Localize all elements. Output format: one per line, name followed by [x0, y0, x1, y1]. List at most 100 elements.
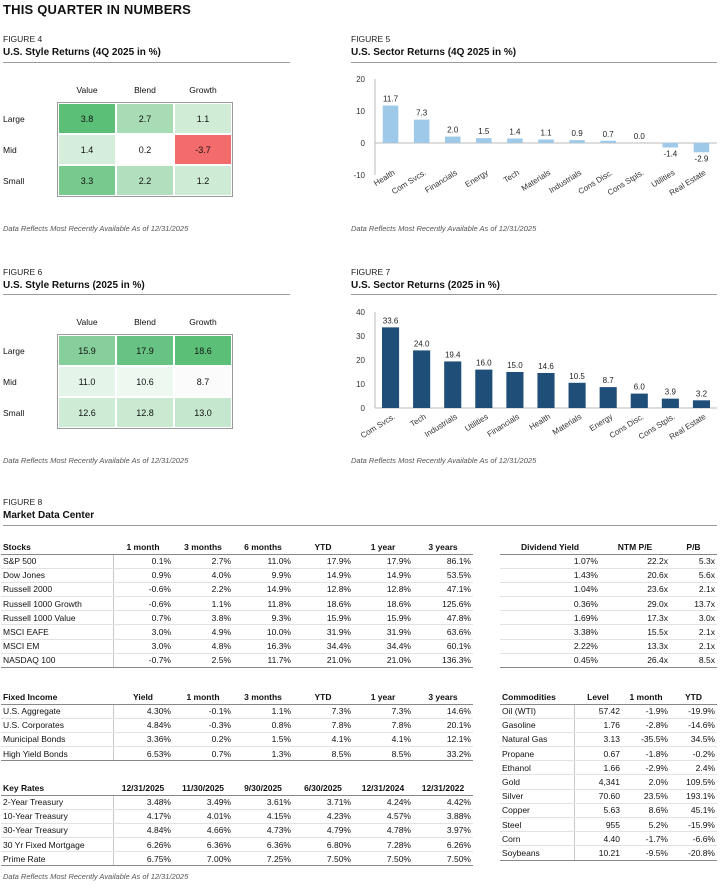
table-header-cell: 12/31/2024: [353, 781, 413, 796]
style-row-header: Small: [3, 176, 25, 186]
table-row: 0.45% 26.4x 8.5x: [500, 653, 717, 669]
table-cell: 4.23%: [293, 809, 353, 824]
table-header-cell: 1 month: [622, 690, 670, 705]
bar: [506, 372, 524, 408]
table-cell: Dow Jones: [1, 568, 114, 583]
table-cell: 31.9%: [293, 624, 353, 640]
style-cell: 13.0: [174, 397, 232, 428]
table-cell: 5.2%: [622, 817, 670, 833]
dividend-table: Dividend Yield NTM P/E P/B 1.07% 22.2x 5.3x 1.…: [500, 540, 717, 669]
figure-6-rule: [3, 294, 290, 295]
table-cell: 4.73%: [233, 823, 293, 839]
bar-value-label: 0.0: [634, 132, 646, 141]
table-cell: Prime Rate: [1, 851, 114, 867]
table-header-cell: 3 months: [173, 540, 233, 555]
category-label: Com Svcs.: [359, 412, 397, 440]
table-cell: Russell 1000 Growth: [1, 596, 114, 612]
table-cell: 2.0%: [622, 774, 670, 790]
table-cell: 1.1%: [173, 596, 233, 612]
table-row: Copper 5.63 8.6% 45.1%: [500, 803, 717, 819]
table-header-cell: 3 years: [413, 690, 473, 705]
table-header-cell: 6 months: [233, 540, 293, 555]
table-row: U.S. Aggregate 4.30% -0.1% 1.1% 7.3% 7.3% 14.6…: [1, 704, 473, 719]
table-cell: 13.3x: [600, 639, 670, 654]
figure-6-note: Data Reflects Most Recently Available As…: [3, 456, 189, 465]
style-cell: 10.6: [116, 366, 174, 397]
table-cell: 955: [574, 817, 622, 833]
bar: [692, 400, 711, 408]
table-cell: -1.8%: [622, 746, 670, 762]
table-cell: -0.3%: [173, 718, 233, 733]
table-cell: 3.13: [574, 732, 622, 748]
table-cell: 3.61%: [233, 795, 293, 810]
table-header-cell: 3 years: [413, 540, 473, 555]
bar-value-label: 15.0: [507, 361, 523, 370]
table-cell: 7.50%: [353, 851, 413, 867]
table-cell: 5.6x: [670, 568, 717, 583]
table-header-cell: Level: [574, 690, 622, 705]
table-cell: 26.4x: [600, 653, 670, 669]
table-cell: 4.42%: [413, 795, 473, 810]
table-cell: 0.45%: [500, 653, 600, 669]
table-cell: 3.48%: [113, 795, 173, 810]
table-cell: 23.5%: [622, 789, 670, 804]
style-cell: 17.9: [116, 335, 174, 366]
table-cell: -2.9%: [622, 760, 670, 776]
table-cell: 136.3%: [413, 653, 473, 669]
table-cell: High Yield Bonds: [1, 746, 114, 762]
table-cell: 12.1%: [413, 732, 473, 748]
table-cell: 7.3%: [353, 704, 413, 719]
table-cell: Steel: [500, 817, 575, 833]
table-cell: -0.7%: [113, 653, 173, 669]
table-cell: 7.50%: [293, 851, 353, 867]
bar-value-label: -1.4: [663, 149, 677, 158]
table-cell: U.S. Corporates: [1, 718, 114, 733]
table-cell: 3.71%: [293, 795, 353, 810]
table-cell: 22.2x: [600, 554, 670, 569]
table-header-cell: NTM P/E: [600, 540, 670, 555]
bar: [413, 119, 430, 143]
table-cell: 14.9%: [353, 568, 413, 583]
figure-7-rule: [351, 294, 717, 295]
bar-value-label: 14.6: [538, 362, 554, 371]
table-cell: 6.26%: [413, 837, 473, 853]
bar-value-label: 0.9: [572, 129, 584, 138]
table-cell: 12.8%: [293, 582, 353, 598]
table-row: 0.36% 29.0x 13.7x: [500, 596, 717, 612]
bar: [381, 327, 400, 408]
table-cell: 4.79%: [293, 823, 353, 839]
style-cell: 2.7: [116, 103, 174, 134]
table-header-cell: YTD: [293, 540, 353, 555]
category-label: Energy: [464, 168, 490, 189]
style-col-header: Value: [76, 317, 98, 327]
table-cell: 3.88%: [413, 809, 473, 824]
table-row: Natural Gas 3.13 -35.5% 34.5%: [500, 732, 717, 748]
table-cell: -0.2%: [670, 746, 717, 762]
bar-value-label: 8.7: [603, 376, 615, 385]
table-cell: 30-Year Treasury: [1, 823, 114, 839]
table-cell: 15.9%: [293, 610, 353, 626]
style-row-header: Mid: [3, 145, 17, 155]
table-cell: 125.6%: [413, 596, 473, 612]
key-rates-table: Key Rates 12/31/2025 11/30/2025 9/30/2025 6/…: [1, 781, 473, 867]
bar: [444, 136, 461, 143]
table-cell: 6.26%: [113, 837, 173, 853]
style-cell: 8.7: [174, 366, 232, 397]
table-row: Corn 4.40 -1.7% -6.6%: [500, 831, 717, 847]
table-cell: -2.8%: [622, 718, 670, 733]
table-cell: 4.84%: [113, 718, 173, 733]
table-cell: 4,341: [574, 774, 622, 790]
table-cell: MSCI EAFE: [1, 624, 114, 640]
table-cell: 10-Year Treasury: [1, 809, 114, 824]
style-row-header: Large: [3, 114, 25, 124]
bar: [475, 369, 493, 408]
y-tick-label: 0: [361, 139, 366, 148]
style-col-header: Value: [76, 85, 98, 95]
table-cell: 1.43%: [500, 568, 600, 583]
table-row: 1.04% 23.6x 2.1x: [500, 582, 717, 598]
table-row: Gasoline 1.76 -2.8% -14.6%: [500, 718, 717, 733]
style-cell: 1.2: [174, 165, 232, 196]
table-cell: 47.1%: [413, 582, 473, 598]
table-cell: 4.84%: [113, 823, 173, 839]
table-cell: 10.21: [574, 845, 622, 861]
